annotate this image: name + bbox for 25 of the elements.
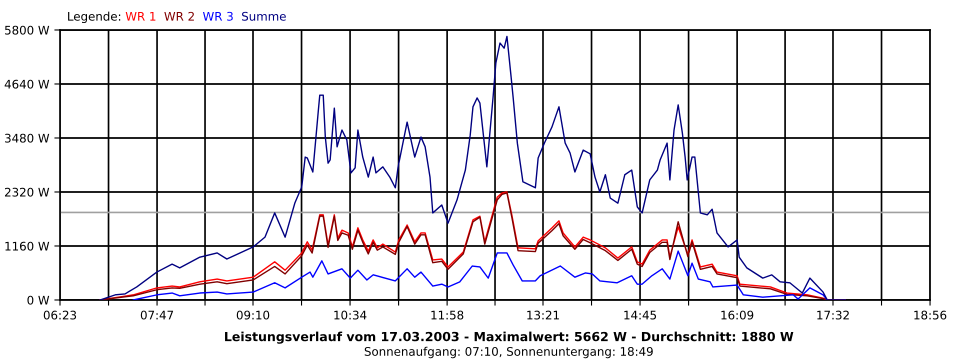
y-tick-label: 3480 W bbox=[5, 134, 50, 143]
x-tick-label: 10:34 bbox=[334, 310, 366, 320]
legend-title: Legende: bbox=[68, 12, 120, 24]
x-tick-label: 18:56 bbox=[914, 310, 946, 320]
x-tick-label: 13:21 bbox=[527, 310, 559, 320]
text: Leistungsverlauf vom 17.03.2003 - Maximalwert: 5662 W - Durchschnitt: 1880 W bbox=[225, 332, 794, 344]
text: Sonnenaufgang: 07:10, Sonnenuntergang: 18:49 bbox=[364, 346, 653, 358]
y-tick-label: 5800 W bbox=[5, 26, 50, 35]
line-series bbox=[99, 36, 846, 300]
x-tick-label: 06:23 bbox=[44, 310, 76, 320]
y-tick-label: 2320 W bbox=[4, 188, 50, 197]
text: WR 1 bbox=[126, 12, 156, 21]
x-tick-label: 09:10 bbox=[236, 310, 270, 320]
text: WR 2 bbox=[164, 12, 194, 21]
y-tick-label: 0 W bbox=[27, 296, 50, 305]
line-series bbox=[132, 250, 828, 300]
x-tick-label: 07:47 bbox=[140, 310, 174, 320]
y-tick-label: 1160 W bbox=[5, 242, 50, 251]
x-tick-label: 11:58 bbox=[431, 310, 464, 320]
x-tick-label: 14:45 bbox=[624, 310, 656, 320]
y-tick-label: 4640 W bbox=[4, 80, 50, 89]
x-tick-label: 16:09 bbox=[721, 310, 754, 320]
text: WR 3 bbox=[202, 12, 233, 21]
x-tick-label: 17:32 bbox=[817, 310, 849, 320]
text: Summe bbox=[242, 12, 286, 21]
